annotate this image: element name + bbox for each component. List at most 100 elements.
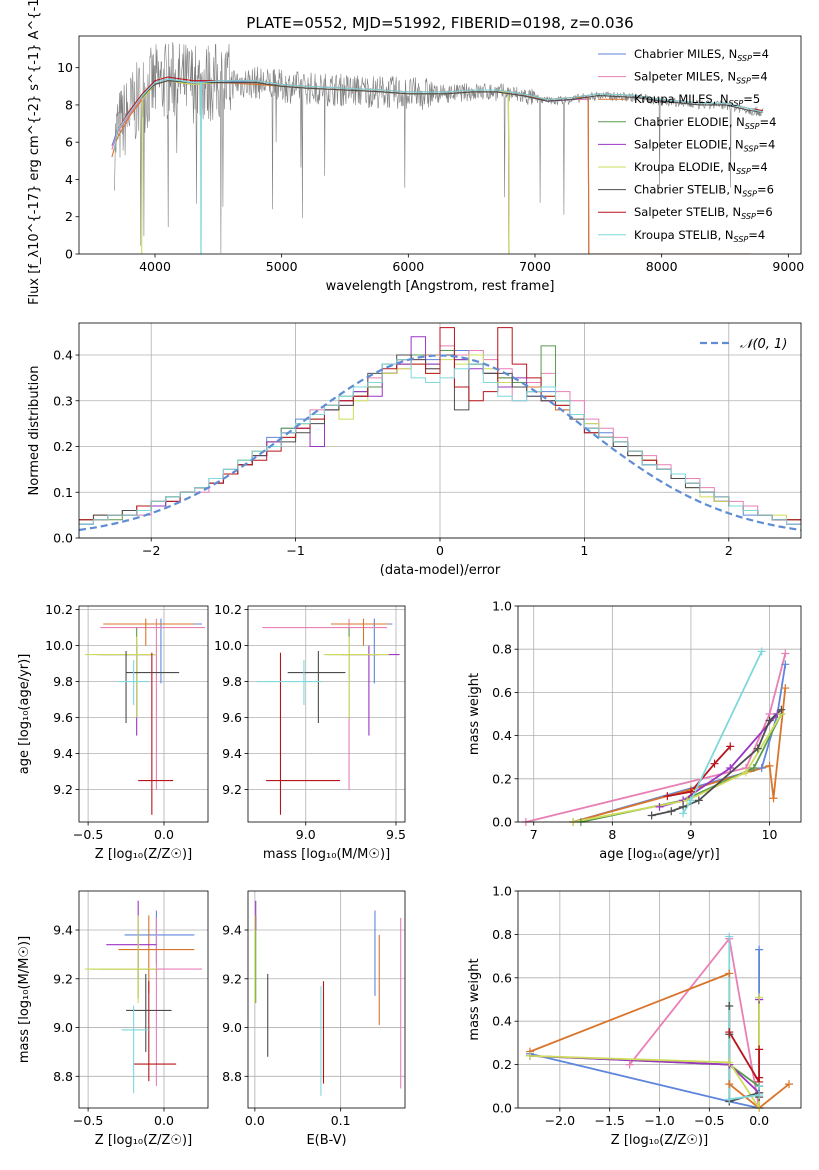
legend-label: Chabrier ELODIE, NSSP=4 xyxy=(634,115,776,131)
normal-reference-curve xyxy=(79,354,801,532)
x-tick-label: 0.0 xyxy=(154,827,174,842)
axes-frame xyxy=(78,322,802,539)
mass-weight-line xyxy=(667,745,731,797)
x-tick-label: 4000 xyxy=(139,259,171,274)
y-tick-label: 9.2 xyxy=(53,782,73,797)
y-tick-label: 0.8 xyxy=(492,642,512,657)
y-tick-label: 9.4 xyxy=(53,923,73,938)
x-tick-label: 7 xyxy=(530,827,538,842)
axes-frame xyxy=(517,605,802,823)
mass-weight-marker xyxy=(725,1002,734,1011)
mass-weight-marker xyxy=(726,764,735,772)
x-tick-label: 1 xyxy=(580,543,588,558)
observed-spectrum xyxy=(114,42,764,254)
mass-weight-marker xyxy=(765,761,774,770)
mass-weight-marker xyxy=(749,764,758,772)
mass-weight-marker xyxy=(781,660,790,669)
y-tick-label: 9.4 xyxy=(222,923,242,938)
plot-area xyxy=(254,900,402,1096)
y-tick-label: 9.2 xyxy=(222,782,242,797)
y-tick-label: 10.2 xyxy=(45,602,73,617)
mass-weight-marker xyxy=(625,1060,634,1069)
y-tick-label: 9.4 xyxy=(222,746,242,761)
axes-frame xyxy=(517,890,802,1109)
model-spectrum-line xyxy=(113,78,764,254)
mass-weight-marker xyxy=(753,744,762,753)
mass-weight-line xyxy=(525,653,787,822)
y-axis-label: Flux [f_λ10^{-17} erg cm^{-2} s^{-1} A^{… xyxy=(27,0,42,305)
y-tick-label: 9.0 xyxy=(222,1020,242,1035)
y-tick-label: 2 xyxy=(65,209,73,224)
legend-label: Kroupa ELODIE, NSSP=4 xyxy=(634,160,768,176)
mass-weight-line xyxy=(529,949,760,1108)
mass-weight-line xyxy=(529,999,760,1089)
mass-weight-marker xyxy=(757,764,766,772)
x-tick-label: 8 xyxy=(608,827,616,842)
y-tick-label: 0.3 xyxy=(53,393,73,408)
panel-0: 4000 5000 6000 7000 8000 9000 0 2 4 6 8 10 wavelengt… xyxy=(27,0,804,305)
y-tick-label: 10.0 xyxy=(214,638,242,653)
plot-area xyxy=(525,651,787,822)
axes-frame xyxy=(247,605,406,823)
mass-weight-marker xyxy=(725,1095,734,1104)
x-tick-label: 7000 xyxy=(519,259,551,274)
y-tick-label: 6 xyxy=(65,135,73,150)
y-tick-label: 0.0 xyxy=(492,1101,512,1116)
x-axis-label: mass [log₁₀(M/M☉)] xyxy=(263,847,390,862)
x-tick-label: 6000 xyxy=(392,259,424,274)
y-tick-label: 0 xyxy=(65,247,73,262)
mass-weight-marker xyxy=(755,1090,764,1099)
mass-weight-marker xyxy=(686,796,695,805)
y-tick-label: 0.6 xyxy=(492,970,512,985)
y-axis-label: Normed distribution xyxy=(27,366,42,496)
mass-weight-marker xyxy=(725,969,734,978)
chart-title: PLATE=0552, MJD=51992, FIBERID=0198, z=0… xyxy=(246,14,633,32)
residual-histogram xyxy=(79,359,801,538)
x-tick-label: −0.5 xyxy=(73,827,103,842)
y-tick-label: 9.0 xyxy=(53,1020,73,1035)
mass-weight-marker xyxy=(725,1058,734,1067)
mass-weight-marker xyxy=(785,1080,794,1089)
legend-label: Salpeter STELIB, NSSP=6 xyxy=(634,205,773,221)
x-tick-label: −1 xyxy=(286,543,304,558)
legend-label: Salpeter ELODIE, NSSP=4 xyxy=(634,137,775,153)
panel-5: −0.5 0.0 8.8 9.0 9.2 9.4 Z [log₁₀(Z/Z☉)] mass [… xyxy=(17,890,209,1148)
plot-area xyxy=(79,327,801,538)
x-axis-label: E(B-V) xyxy=(306,1133,346,1148)
y-tick-label: 9.6 xyxy=(222,710,242,725)
mass-weight-marker xyxy=(765,716,774,725)
mass-weight-marker xyxy=(647,811,656,820)
plot-area xyxy=(111,42,764,254)
legend-label: Chabrier STELIB, NSSP=6 xyxy=(634,183,774,199)
legend-label: Kroupa STELIB, NSSP=4 xyxy=(634,228,765,244)
mass-weight-line xyxy=(572,713,783,822)
x-tick-label: 9 xyxy=(687,827,695,842)
mass-weight-marker xyxy=(725,1080,734,1089)
y-tick-label: 0.2 xyxy=(492,1057,512,1072)
y-axis-label: mass [log₁₀(M/M☉)] xyxy=(17,936,32,1063)
axes-frame xyxy=(78,605,209,823)
x-axis-label: age [log₁₀(age/yr)] xyxy=(599,847,720,862)
grid xyxy=(79,606,208,822)
mass-weight-marker xyxy=(655,802,664,811)
y-tick-label: 4 xyxy=(65,172,73,187)
axes-frame xyxy=(78,35,802,255)
panel-1: −2 −1 0 1 2 0.0 0.1 0.2 0.3 0.4 (data-model)/error… xyxy=(27,322,802,578)
y-tick-label: 1.0 xyxy=(492,884,512,899)
plot-area xyxy=(257,618,400,815)
legend-label: Chabrier MILES, NSSP=4 xyxy=(634,47,769,63)
x-tick-label: −1.5 xyxy=(594,1113,624,1128)
mass-weight-marker xyxy=(694,796,703,805)
x-tick-label: 2 xyxy=(725,543,733,558)
y-tick-label: 0.4 xyxy=(492,1014,512,1029)
mass-weight-line xyxy=(572,664,787,822)
x-tick-label: −0.5 xyxy=(73,1113,103,1128)
y-tick-label: 9.2 xyxy=(222,971,242,986)
plot-area xyxy=(85,900,202,1094)
y-tick-label: 1.0 xyxy=(492,599,512,614)
mass-weight-marker xyxy=(755,993,764,1002)
mass-weight-marker xyxy=(741,768,750,777)
grid xyxy=(248,891,405,1108)
legend-label: Kroupa MILES, NSSP=5 xyxy=(634,92,760,108)
